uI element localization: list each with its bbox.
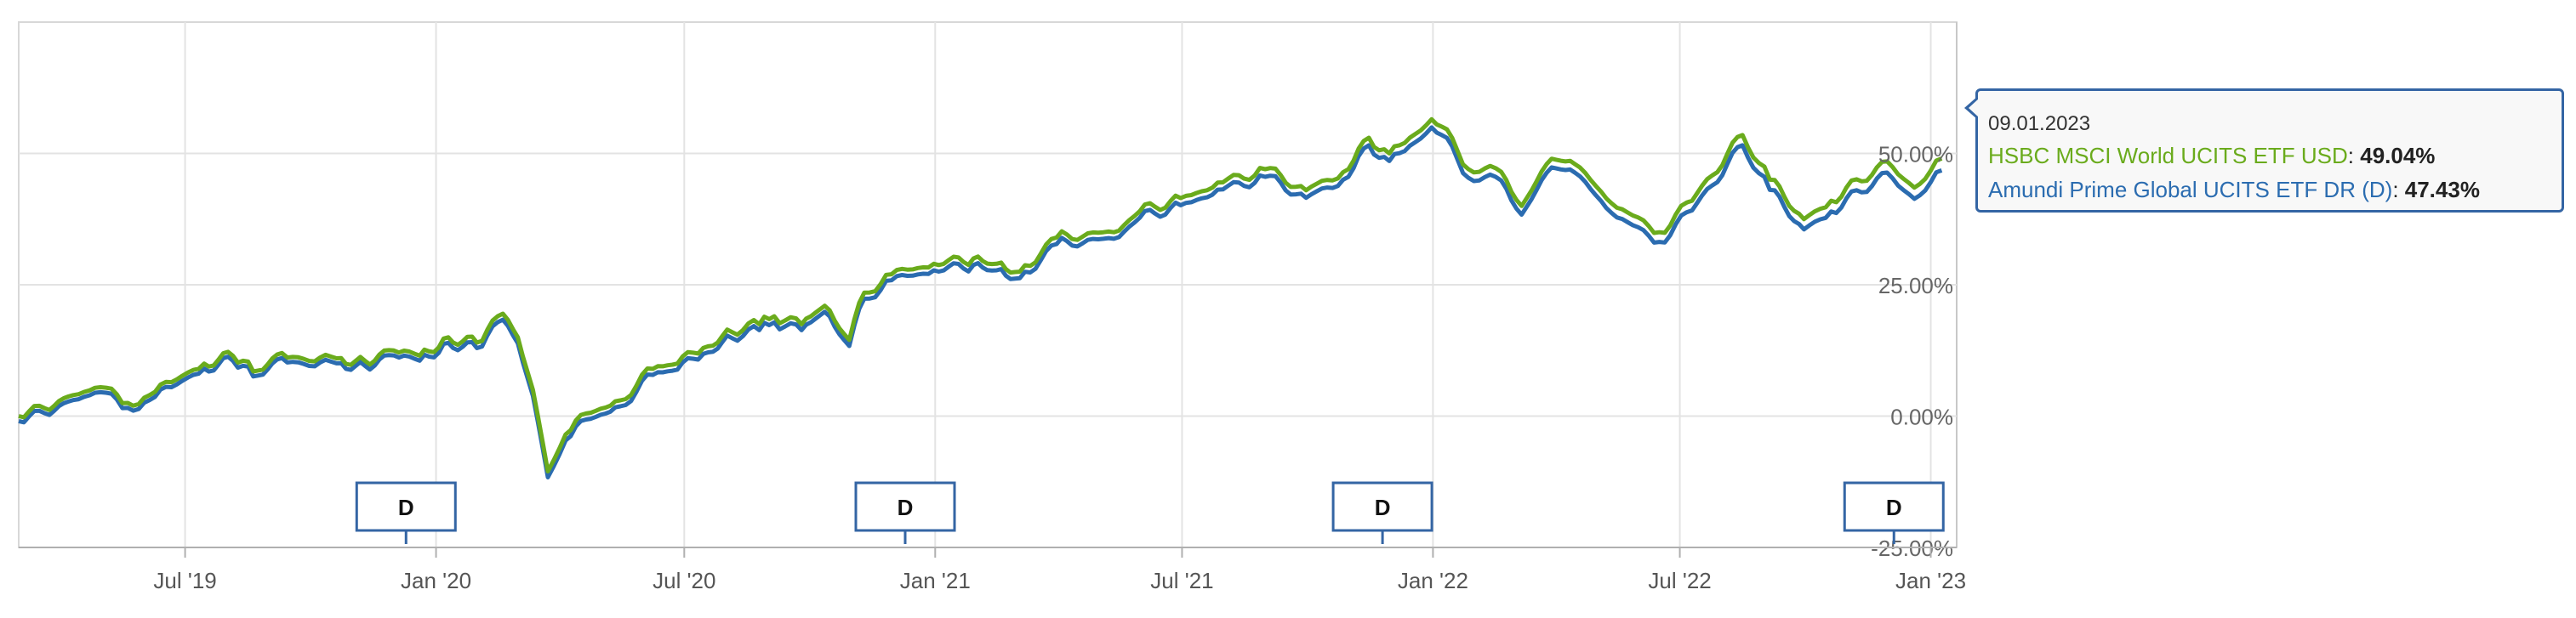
tooltip-series-name: Amundi Prime Global UCITS ETF DR (D) <box>1988 177 2393 202</box>
dividend-marker[interactable]: D <box>1843 481 1945 544</box>
dividend-marker[interactable]: D <box>355 481 457 544</box>
axes: -25.00%0.00%25.00%50.00%Jul '19 Jan '20 Ju… <box>19 142 1966 593</box>
tooltip-row-amundi: Amundi Prime Global UCITS ETF DR (D): 47… <box>1988 173 2550 207</box>
x-tick-label: Jan '20 <box>401 568 471 593</box>
tooltip-sep: : <box>2347 143 2361 168</box>
dividend-marker[interactable]: D <box>1331 481 1433 544</box>
dividend-marker-label: D <box>898 495 914 520</box>
dividend-marker-label: D <box>1375 495 1391 520</box>
dividend-marker[interactable]: D <box>854 481 956 544</box>
dividend-marker-label: D <box>398 495 414 520</box>
dividend-marker-box[interactable] <box>1331 481 1433 532</box>
hover-tooltip: 09.01.2023 HSBC MSCI World UCITS ETF USD… <box>1964 88 2564 213</box>
tooltip-series-value: 49.04% <box>2360 143 2436 168</box>
x-tick-label: Jul '20 <box>653 568 715 593</box>
x-tick-label: Jul '22 <box>1648 568 1711 593</box>
y-tick-label: 50.00% <box>1878 142 1953 167</box>
tooltip-row-hsbc: HSBC MSCI World UCITS ETF USD: 49.04% <box>1988 139 2550 173</box>
grid-lines <box>18 21 1958 548</box>
series-line-hsbc[interactable] <box>18 116 1943 473</box>
tooltip-date: 09.01.2023 <box>1988 112 2091 135</box>
tooltip-series-name: HSBC MSCI World UCITS ETF USD <box>1988 143 2348 168</box>
x-tick-label: Jan '22 <box>1398 568 1468 593</box>
dividend-marker-label: D <box>1886 495 1902 520</box>
tooltip-series-value: 47.43% <box>2404 177 2480 202</box>
tooltip-arrow-inner <box>1969 99 1979 117</box>
dividend-marker-box[interactable] <box>1843 481 1945 532</box>
x-tick-label: Jan '23 <box>1895 568 1966 593</box>
x-tick-label: Jul '19 <box>153 568 216 593</box>
x-tick-label: Jul '21 <box>1150 568 1213 593</box>
series-lines[interactable] <box>18 116 1943 479</box>
series-line-amundi[interactable] <box>18 125 1943 479</box>
y-tick-label: 25.00% <box>1878 273 1953 298</box>
tooltip-sep: : <box>2392 177 2405 202</box>
y-tick-label: 0.00% <box>1890 405 1953 430</box>
x-tick-label: Jan '21 <box>900 568 971 593</box>
